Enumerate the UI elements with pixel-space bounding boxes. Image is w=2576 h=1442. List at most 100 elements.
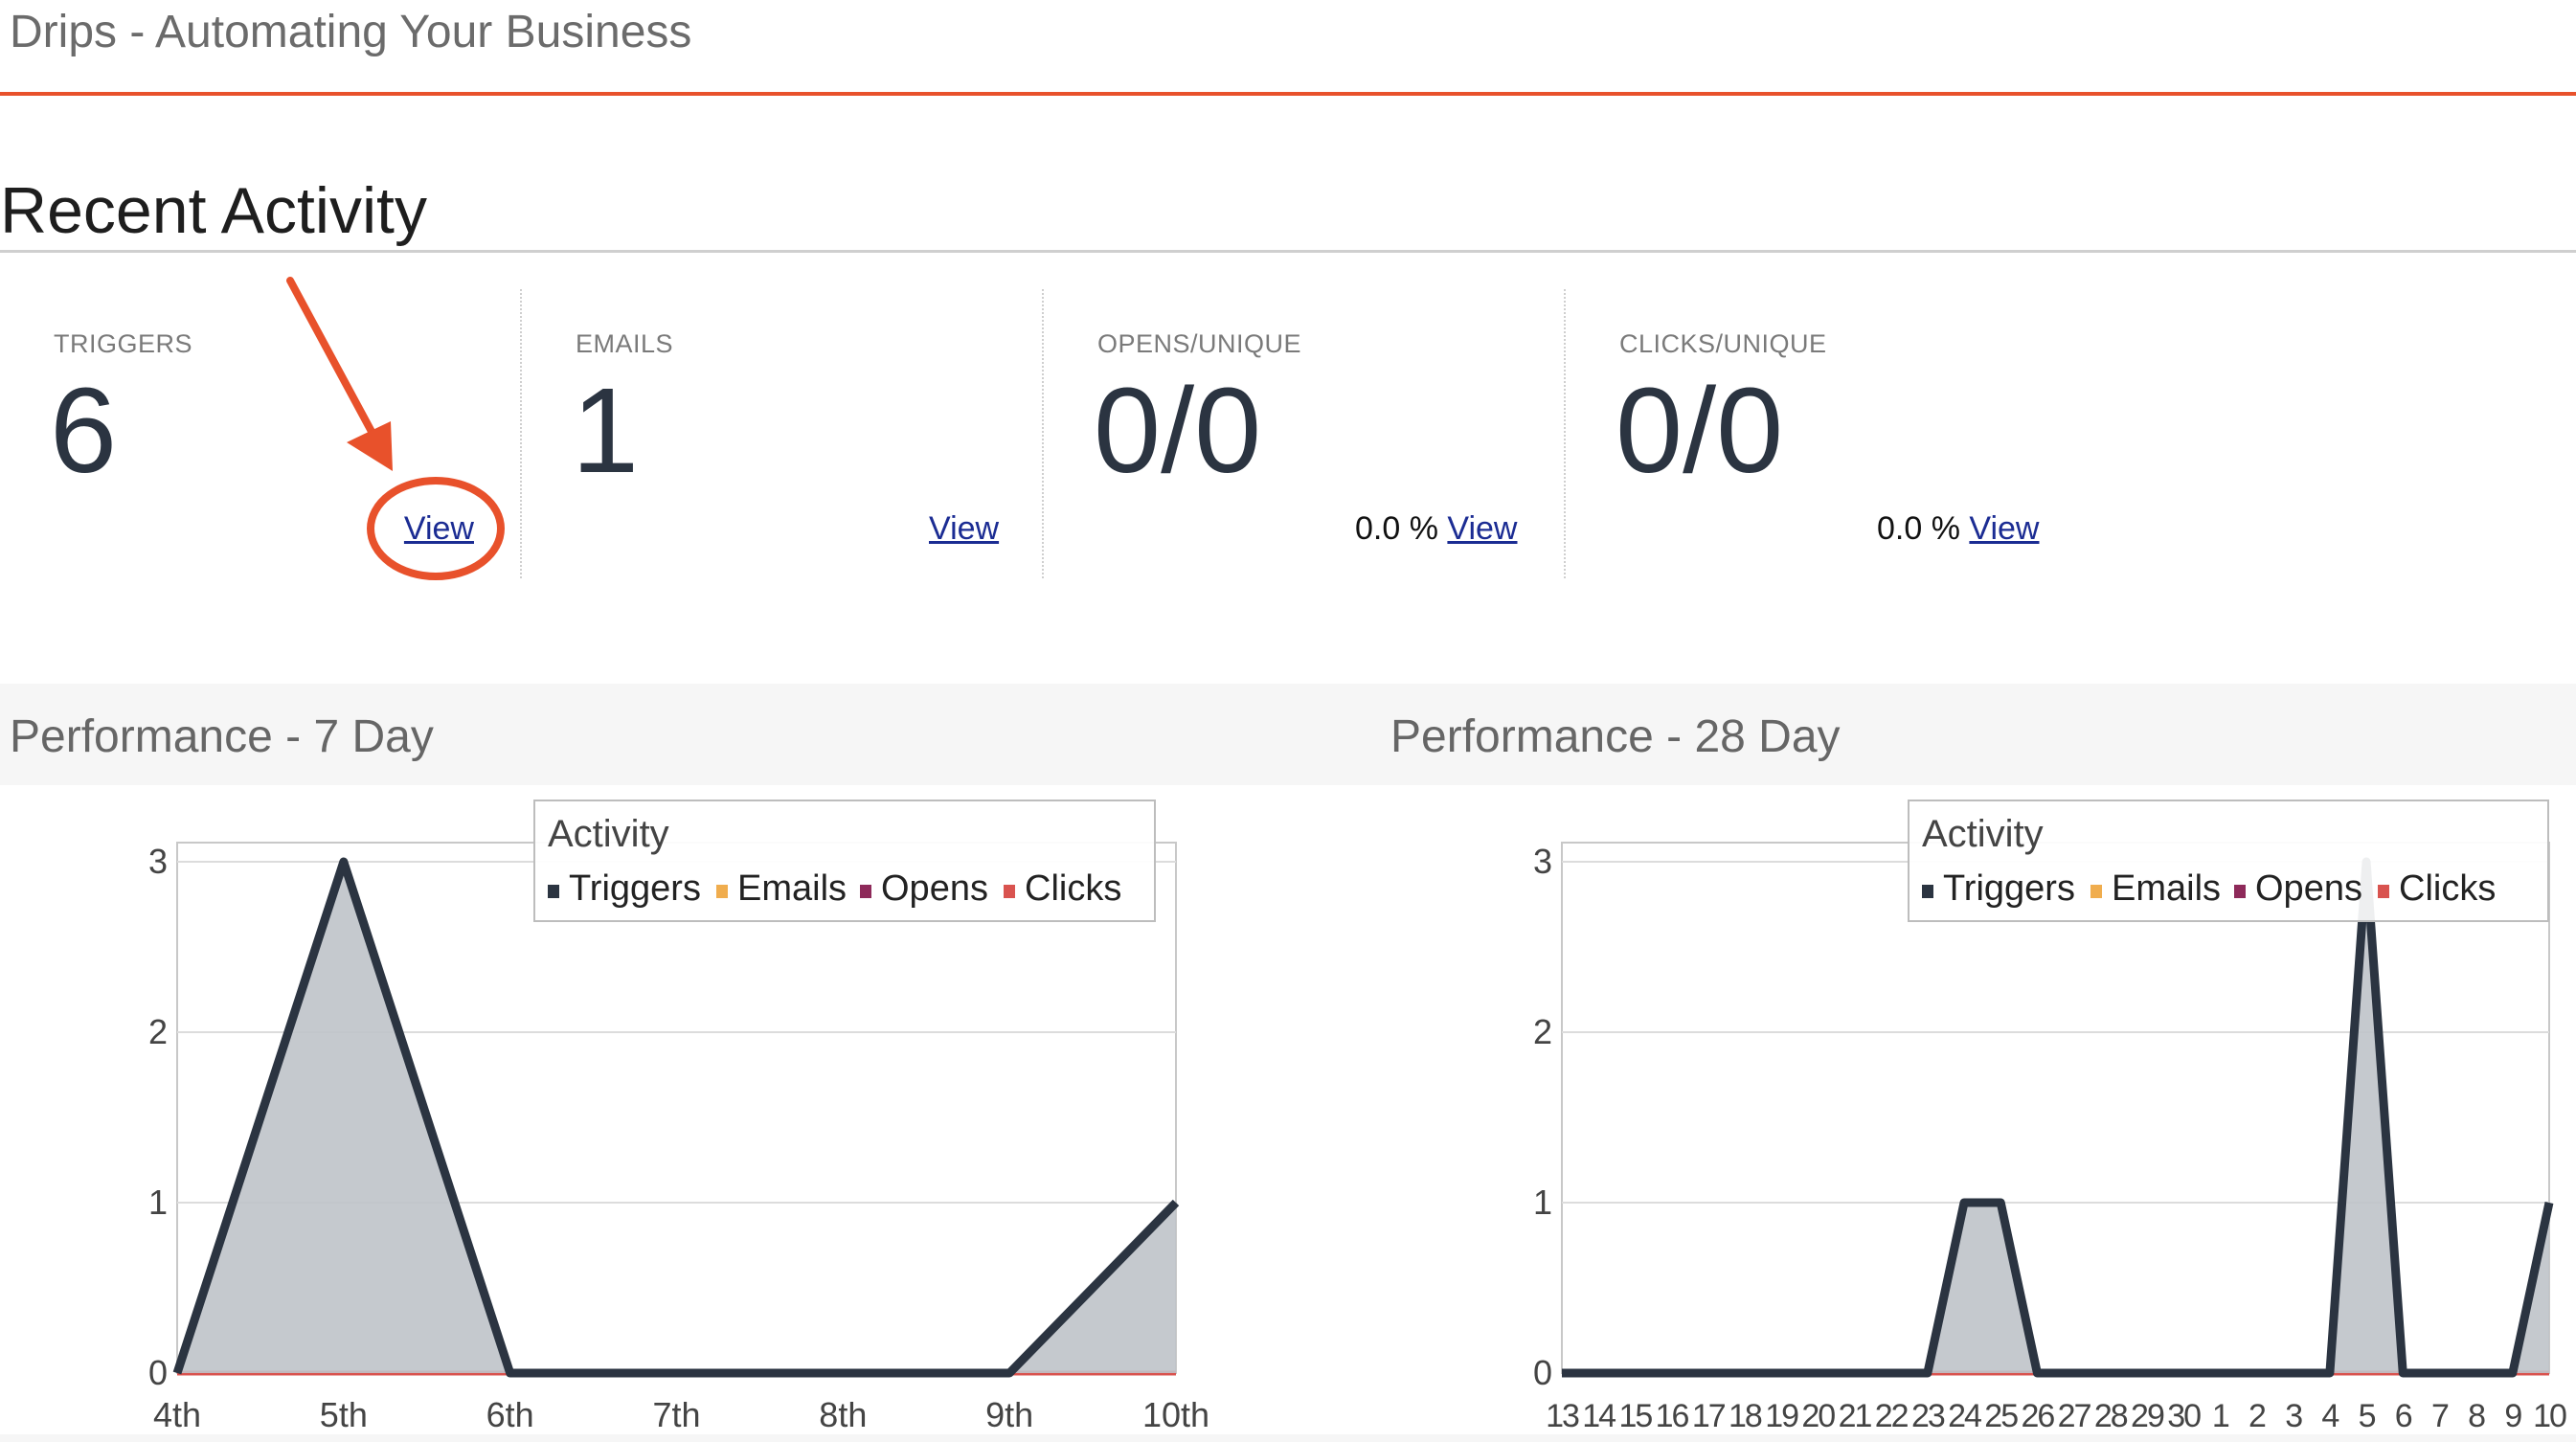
x-tick-label: 8 bbox=[2468, 1398, 2485, 1434]
recent-activity-title: Recent Activity bbox=[0, 174, 427, 247]
stat-footer: View bbox=[929, 507, 999, 550]
x-tick-label: 16 bbox=[1656, 1398, 1689, 1434]
stat-divider bbox=[520, 289, 522, 578]
stat-divider bbox=[1564, 289, 1566, 578]
x-tick-label: 30 bbox=[2167, 1398, 2201, 1434]
stat-card-clicks: CLICKS/UNIQUE 0/0 0.0 % View bbox=[1566, 289, 2088, 578]
series-line-triggers bbox=[1562, 857, 2554, 1378]
x-tick-label: 20 bbox=[1801, 1398, 1835, 1434]
x-tick-label: 28 bbox=[2094, 1398, 2128, 1434]
legend-swatch-opens bbox=[2234, 885, 2246, 898]
legend-box bbox=[1908, 800, 2549, 922]
triggers-view-link[interactable]: View bbox=[403, 510, 474, 547]
y-tick-label: 1 bbox=[1533, 1183, 1552, 1222]
legend-label-opens: Opens bbox=[2255, 868, 2362, 909]
x-tick-label: 3 bbox=[2285, 1398, 2302, 1434]
x-tick-label: 22 bbox=[1875, 1398, 1909, 1434]
stat-divider bbox=[1042, 289, 1044, 578]
x-tick-label: 15 bbox=[1618, 1398, 1652, 1434]
opens-view-link[interactable]: View bbox=[1447, 510, 1518, 547]
x-tick-label: 29 bbox=[2131, 1398, 2164, 1434]
legend-swatch-opens bbox=[860, 885, 871, 898]
x-tick-label: 21 bbox=[1839, 1398, 1872, 1434]
x-tick-label: 2 bbox=[2248, 1398, 2266, 1434]
x-tick-label: 19 bbox=[1765, 1398, 1798, 1434]
legend-swatch-clicks bbox=[1004, 885, 1015, 898]
stat-footer: View bbox=[404, 507, 474, 550]
stat-rate: 0.0 % bbox=[1355, 510, 1438, 547]
stat-card-triggers: TRIGGERS 6 View bbox=[0, 289, 522, 578]
x-tick-label: 24 bbox=[1948, 1398, 1981, 1434]
x-tick-label: 14 bbox=[1582, 1398, 1616, 1434]
performance-28day-title: Performance - 28 Day bbox=[1390, 711, 1841, 762]
x-tick-label: 5th bbox=[320, 1395, 368, 1434]
x-tick-label: 13 bbox=[1546, 1398, 1579, 1434]
performance-28day-chart: 0 1 2 3 13 14 15 16 17 18 19 20 21 22 23 24 25 26 27 28 29 30… bbox=[1379, 785, 2576, 1436]
series-area-triggers bbox=[177, 862, 1176, 1373]
y-tick-label: 0 bbox=[1533, 1353, 1552, 1392]
legend-box bbox=[533, 800, 1156, 922]
x-tick-label: 25 bbox=[1984, 1398, 2018, 1434]
y-tick-label: 1 bbox=[148, 1183, 168, 1222]
x-tick-label: 5 bbox=[2359, 1398, 2376, 1434]
legend-title: Activity bbox=[1922, 813, 2044, 855]
series-line-triggers bbox=[172, 857, 1180, 1378]
y-tick-label: 2 bbox=[148, 1012, 168, 1051]
stat-label: TRIGGERS bbox=[54, 329, 193, 358]
x-tick-label: 27 bbox=[2058, 1398, 2091, 1434]
y-tick-label: 3 bbox=[148, 842, 168, 881]
performance-band bbox=[0, 684, 2576, 785]
stat-label: OPENS/UNIQUE bbox=[1097, 329, 1302, 358]
legend-title: Activity bbox=[548, 813, 669, 855]
x-tick-label: 7 bbox=[2431, 1398, 2449, 1434]
x-tick-label: 1 bbox=[2212, 1398, 2229, 1434]
y-tick-label: 2 bbox=[1533, 1012, 1552, 1051]
y-tick-label: 3 bbox=[1533, 842, 1552, 881]
page-title: Drips - Automating Your Business bbox=[10, 7, 692, 57]
stat-rate: 0.0 % bbox=[1877, 510, 1960, 547]
x-tick-label: 7th bbox=[652, 1395, 700, 1434]
title-divider bbox=[0, 92, 2576, 96]
x-tick-label: 9th bbox=[985, 1395, 1033, 1434]
stat-footer: 0.0 % View bbox=[1355, 507, 1518, 550]
x-tick-label: 9 bbox=[2504, 1398, 2521, 1434]
x-tick-label: 4 bbox=[2321, 1398, 2339, 1434]
stat-label: CLICKS/UNIQUE bbox=[1619, 329, 1827, 358]
legend-swatch-triggers bbox=[548, 885, 559, 898]
stat-value: 6 bbox=[50, 363, 118, 498]
y-tick-label: 0 bbox=[148, 1353, 168, 1392]
legend-label-emails: Emails bbox=[2112, 868, 2221, 909]
stat-value: 0/0 bbox=[1094, 363, 1262, 498]
legend-swatch-clicks bbox=[2378, 885, 2389, 898]
legend-label-triggers: Triggers bbox=[569, 868, 701, 909]
emails-view-link[interactable]: View bbox=[929, 510, 1000, 547]
legend-label-triggers: Triggers bbox=[1943, 868, 2075, 909]
stat-footer: 0.0 % View bbox=[1877, 507, 2040, 550]
x-tick-label: 6th bbox=[486, 1395, 534, 1434]
legend-label-clicks: Clicks bbox=[1025, 868, 1121, 909]
stat-card-emails: EMAILS 1 View bbox=[522, 289, 1044, 578]
x-tick-label: 26 bbox=[2021, 1398, 2054, 1434]
section-divider bbox=[0, 250, 2576, 253]
stat-card-opens: OPENS/UNIQUE 0/0 0.0 % View bbox=[1044, 289, 1566, 578]
stat-value: 0/0 bbox=[1616, 363, 1784, 498]
legend-swatch-emails bbox=[2090, 885, 2102, 898]
performance-7day-title: Performance - 7 Day bbox=[10, 711, 434, 762]
x-tick-label: 4th bbox=[153, 1395, 201, 1434]
legend-swatch-emails bbox=[716, 885, 728, 898]
clicks-view-link[interactable]: View bbox=[1969, 510, 2040, 547]
stat-label: EMAILS bbox=[576, 329, 674, 358]
x-tick-label: 23 bbox=[1911, 1398, 1945, 1434]
x-tick-label: 18 bbox=[1729, 1398, 1762, 1434]
x-tick-label: 10th bbox=[1142, 1395, 1209, 1434]
legend-label-opens: Opens bbox=[881, 868, 988, 909]
x-tick-label: 8th bbox=[819, 1395, 867, 1434]
legend-swatch-triggers bbox=[1922, 885, 1933, 898]
x-tick-label: 17 bbox=[1692, 1398, 1726, 1434]
bottom-strip bbox=[0, 1434, 2576, 1442]
performance-7day-chart: 0 1 2 3 4th 5th 6th 7th 8th 9th 10th Activity Trigge… bbox=[0, 785, 1245, 1436]
legend-label-clicks: Clicks bbox=[2399, 868, 2496, 909]
legend-label-emails: Emails bbox=[737, 868, 847, 909]
x-tick-label: 6 bbox=[2395, 1398, 2412, 1434]
stat-value: 1 bbox=[572, 363, 640, 498]
